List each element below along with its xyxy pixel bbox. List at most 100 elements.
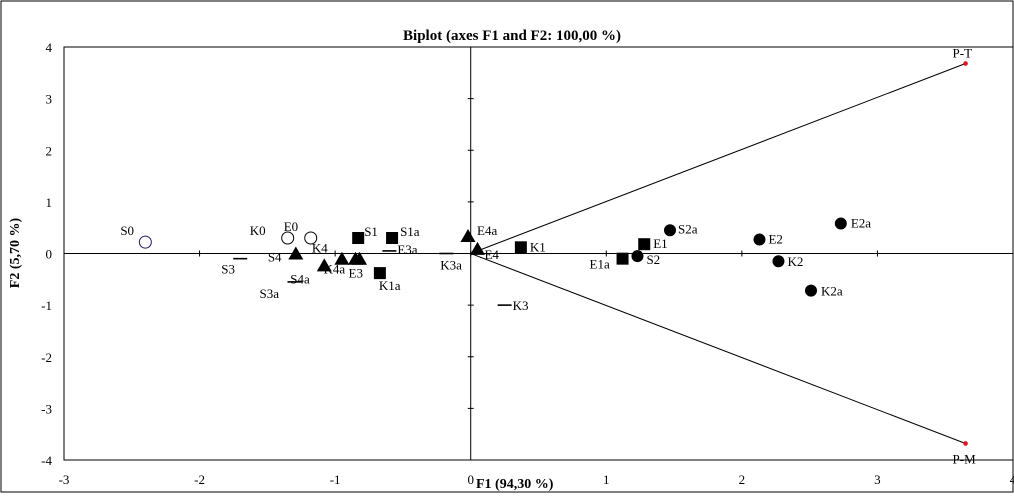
circle-marker — [804, 284, 817, 297]
point-label: K3 — [513, 298, 529, 313]
square-marker — [616, 252, 629, 265]
y-tick-label: 2 — [46, 143, 53, 158]
data-point: S1a — [386, 224, 420, 245]
square-marker — [373, 267, 386, 280]
y-tick-label: 0 — [46, 247, 53, 262]
triangle-marker — [334, 251, 350, 265]
point-label: K1a — [379, 278, 401, 293]
data-point: K3 — [497, 298, 529, 313]
point-label: K0 — [250, 223, 266, 238]
axes-layer: -3 -2 -1 0 1 2 3 4 -4 -3 -2 -1 0 1 2 3 4 — [41, 40, 1014, 487]
point-label: E1a — [590, 257, 610, 272]
data-point: S4 — [268, 246, 304, 265]
point-label: K4a — [323, 262, 345, 277]
y-tick-label: -3 — [41, 401, 52, 416]
y-tick-label: 1 — [46, 195, 53, 210]
x-tick-label: 2 — [739, 472, 746, 487]
y-tick-label: 3 — [46, 92, 53, 107]
circle-marker — [664, 224, 677, 237]
vector-line — [470, 253, 966, 444]
point-label: E2 — [768, 232, 782, 247]
y-tick-label: 4 — [46, 40, 53, 55]
triangle-marker — [316, 258, 332, 272]
x-tick-label: -1 — [330, 472, 341, 487]
x-tick-label: -2 — [194, 472, 205, 487]
triangle-marker — [288, 246, 304, 260]
data-point: E4 — [469, 241, 499, 262]
data-point: K0 — [250, 223, 295, 245]
x-tick-label: 1 — [603, 472, 610, 487]
data-point: K4 — [312, 241, 350, 265]
point-label: K1 — [530, 239, 546, 254]
y-axis-title: F2 (5,70 %) — [8, 217, 23, 288]
data-point: K2a — [804, 284, 843, 299]
x-axis-title: F1 (94,30 %) — [476, 477, 554, 492]
point-label: E4 — [484, 247, 499, 262]
circle-marker — [753, 233, 766, 246]
points-layer: S0 K0 E0 S1 S1a K4 E3a E3 K4a K1a S4 S4a S3 S3a K3a E4a… — [120, 216, 871, 314]
point-label: E0 — [284, 219, 298, 234]
data-point: K4a — [323, 251, 363, 277]
data-point: E0 — [284, 219, 318, 245]
open-circle-marker — [138, 235, 152, 249]
point-label: S4a — [290, 271, 310, 286]
point-label: E3 — [349, 266, 363, 281]
y-tick-label: -4 — [41, 453, 52, 468]
data-point: E3a — [382, 242, 418, 257]
x-tick-label: 3 — [874, 472, 881, 487]
circle-marker — [772, 255, 785, 268]
y-tick-label: -2 — [41, 350, 52, 365]
data-point: E2a — [834, 216, 871, 231]
open-circle-marker — [281, 231, 295, 245]
circle-marker — [834, 217, 847, 230]
point-label: E2a — [851, 216, 871, 231]
square-marker — [638, 238, 651, 251]
vector-label: P-M — [953, 451, 977, 466]
data-point: E1a — [590, 252, 629, 272]
data-point: S0 — [120, 223, 152, 249]
x-tick-label: 4 — [1010, 472, 1014, 487]
point-label: E1 — [653, 236, 667, 251]
data-point: S2a — [664, 221, 698, 237]
point-label: E3a — [397, 242, 417, 257]
data-point: S3a — [259, 281, 302, 301]
circle-marker — [631, 250, 644, 263]
open-circle-marker — [304, 231, 318, 245]
point-label: S1 — [364, 224, 378, 239]
point-label: K2a — [821, 284, 843, 299]
data-point: K3a — [439, 252, 462, 273]
data-point: K1 — [514, 239, 546, 254]
point-label: S4 — [268, 250, 282, 265]
vector-endpoint — [963, 61, 968, 66]
data-point: E1 — [638, 236, 668, 251]
square-marker — [514, 241, 527, 254]
vectors-layer: P-T P-M — [470, 46, 977, 466]
vector-line — [470, 63, 966, 254]
x-tick-label: -3 — [59, 472, 70, 487]
y-tick-label: -1 — [41, 298, 52, 313]
data-point: K1a — [373, 267, 401, 293]
point-label: K4 — [312, 241, 328, 256]
point-label: S3 — [221, 262, 235, 277]
point-label: K2 — [787, 254, 803, 269]
triangle-marker — [469, 241, 485, 255]
data-point: S2 — [631, 250, 660, 267]
point-label: S0 — [120, 223, 134, 238]
triangle-marker — [347, 251, 363, 265]
point-label: S3a — [259, 286, 279, 301]
point-label: S2a — [678, 221, 698, 236]
point-label: K3a — [440, 258, 462, 273]
point-label: E4a — [477, 223, 497, 238]
vector-endpoint — [963, 441, 968, 446]
square-marker — [386, 232, 399, 245]
data-point: E2 — [753, 232, 783, 247]
data-point: S1 — [352, 224, 378, 245]
vector-label: P-T — [953, 46, 973, 61]
data-point: E4a — [460, 223, 497, 242]
x-tick-label: 0 — [467, 472, 474, 487]
square-marker — [352, 232, 365, 245]
data-point: K2 — [772, 254, 803, 269]
